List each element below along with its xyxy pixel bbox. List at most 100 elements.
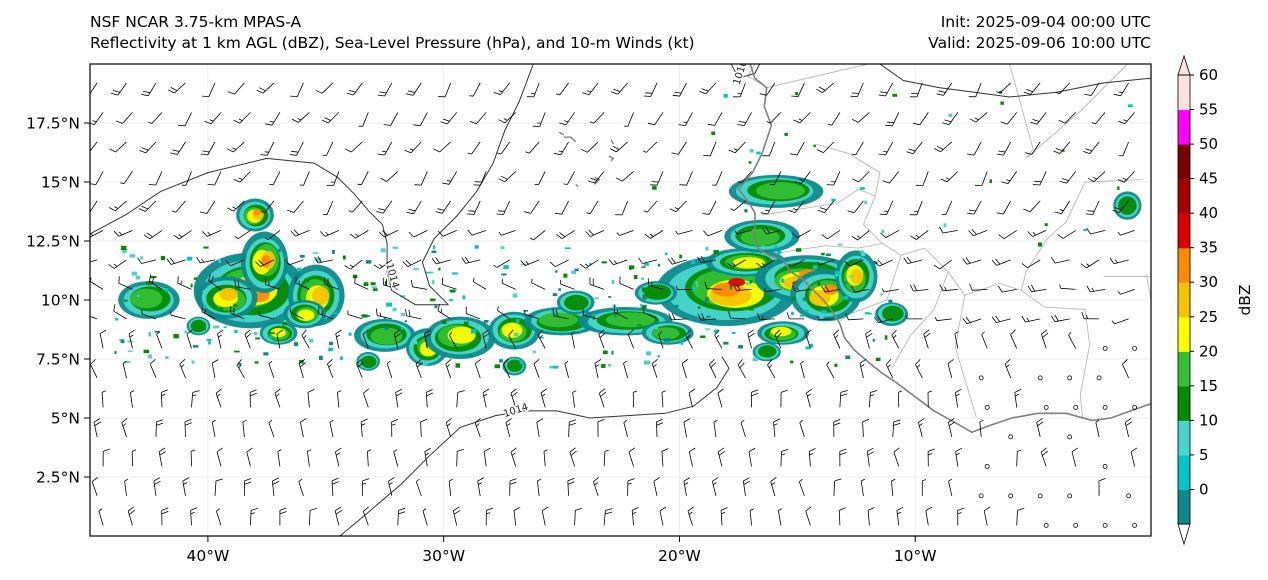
wind-barb — [437, 303, 451, 320]
wind-barb — [102, 448, 110, 467]
reflectivity-speck — [121, 245, 127, 251]
wind-barb — [510, 388, 518, 408]
reflectivity-speck — [790, 360, 794, 364]
wind-barb — [109, 200, 127, 212]
wind-barb — [979, 419, 984, 437]
wind-barb — [90, 359, 98, 379]
reflectivity-speck — [868, 312, 872, 315]
reflectivity-speck — [564, 247, 571, 249]
wind-barb — [623, 419, 628, 438]
wind-barb — [445, 358, 452, 379]
wind-barb — [143, 230, 163, 240]
wind-barb — [927, 390, 932, 408]
wind-barb — [1016, 507, 1025, 526]
reflectivity-speck — [190, 283, 193, 288]
reflectivity-speck — [203, 246, 209, 249]
colorbar-tick-label: 25 — [1199, 308, 1218, 326]
reflectivity-speck — [516, 319, 520, 323]
wind-barb — [227, 141, 245, 153]
wind-barb — [867, 507, 875, 526]
wind-barb — [346, 82, 363, 96]
colorbar-tick-label: 55 — [1199, 101, 1218, 119]
valid-time: Valid: 2025-09-06 10:00 UTC — [928, 34, 1151, 52]
wind-barb — [1050, 256, 1070, 264]
wind-barb — [211, 419, 216, 437]
wind-barb — [120, 171, 133, 185]
wind-barb — [99, 329, 107, 349]
wind-barb — [589, 277, 605, 290]
wind-barb — [456, 448, 464, 467]
reflectivity-speck — [384, 327, 389, 330]
calm-circle — [978, 375, 984, 381]
reflectivity-speck — [837, 243, 843, 246]
reflectivity-speck — [370, 282, 376, 286]
reflectivity-speck — [308, 338, 314, 343]
wind-barb — [246, 447, 253, 467]
reflectivity-speck — [148, 354, 152, 359]
wind-barb — [473, 171, 487, 186]
reflectivity-speck — [365, 260, 372, 264]
wind-barb — [833, 419, 841, 437]
wind-barb — [974, 171, 988, 186]
reflectivity-speck — [206, 338, 212, 342]
wind-barb — [510, 447, 517, 467]
wind-barb — [991, 258, 1011, 266]
reflectivity-speck — [809, 343, 814, 348]
wind-barb — [862, 418, 870, 437]
isobar — [879, 64, 1151, 98]
reflectivity-speck — [425, 343, 429, 347]
reflectivity-speck — [120, 339, 125, 344]
wind-barb — [290, 82, 304, 97]
reflectivity-speck — [749, 148, 754, 153]
reflectivity-speck — [756, 151, 761, 155]
wind-barb — [948, 418, 956, 437]
calm-circle — [1102, 463, 1108, 469]
colorbar-swatch — [1178, 178, 1190, 214]
wind-barb — [452, 506, 461, 526]
reflectivity-cell — [732, 257, 765, 269]
wind-barb — [821, 285, 840, 293]
wind-barb — [260, 141, 275, 156]
reflectivity-speck — [762, 357, 768, 360]
wind-barb — [191, 390, 200, 408]
reflectivity-speck — [888, 299, 893, 303]
reflectivity-speck — [780, 278, 785, 283]
reflectivity-speck — [555, 270, 558, 273]
wind-barb — [90, 316, 98, 320]
reflectivity-speck — [428, 271, 434, 274]
wind-barb — [957, 507, 965, 526]
wind-barb — [826, 361, 835, 379]
wind-barb — [388, 477, 395, 496]
wind-barb — [656, 418, 664, 437]
wind-barb — [766, 112, 782, 124]
wind-barb — [925, 506, 933, 526]
reflectivity-speck — [646, 351, 651, 356]
wind-barb — [699, 82, 717, 95]
wind-barb — [90, 112, 104, 125]
wind-barb — [644, 230, 664, 239]
reflectivity-speck — [501, 273, 507, 276]
wind-barb — [593, 476, 600, 497]
wind-barb — [833, 329, 841, 349]
colorbar: 0 5 10 15 20 25 30 35 40 45 50 55 60 dBZ — [1177, 54, 1254, 546]
wind-barb — [615, 200, 628, 216]
colorbar-tick-label: 60 — [1199, 66, 1218, 84]
wind-barb — [623, 360, 628, 379]
wind-barb — [555, 82, 569, 96]
colorbar-swatch — [1178, 420, 1190, 456]
wind-barb — [322, 200, 334, 216]
wind-barb — [603, 508, 613, 526]
init-time: Init: 2025-09-04 00:00 UTC — [940, 13, 1151, 31]
wind-barb — [541, 506, 549, 526]
wind-barb — [1086, 285, 1106, 293]
wind-barb — [138, 200, 157, 212]
wind-barb — [878, 141, 894, 156]
reflectivity-speck — [449, 289, 456, 293]
reflectivity-speck — [1062, 149, 1065, 152]
wind-barb — [582, 308, 599, 320]
wind-barb — [393, 449, 399, 467]
reflectivity-cell — [219, 287, 238, 301]
wind-barb — [532, 112, 546, 127]
country-border — [954, 295, 977, 419]
wind-barb — [791, 285, 811, 292]
